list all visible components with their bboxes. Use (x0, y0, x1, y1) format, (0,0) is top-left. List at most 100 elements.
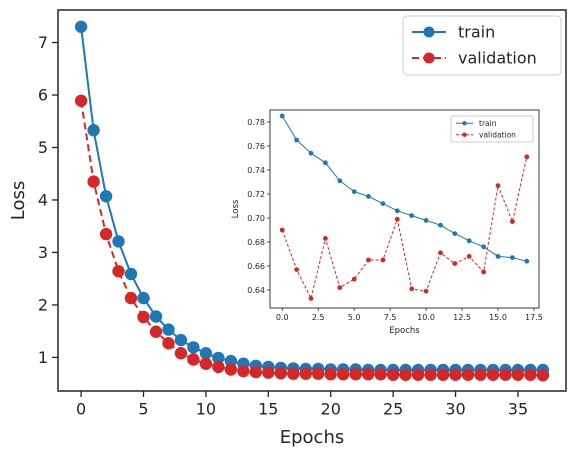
main-data-point-train (99, 190, 113, 203)
inset-y-tick-label: 0.74 (247, 166, 265, 175)
main-data-point-validation (287, 367, 300, 380)
inset-legend-marker-train (462, 121, 467, 126)
main-data-point-validation (99, 227, 113, 241)
inset-y-tick-label: 0.78 (247, 118, 265, 127)
inset-chart-group: 0.0 2.5 5.0 7.5 10.0 12.5 15.0 17.5 0.64 0.66 0.68… (231, 109, 543, 336)
inset-data-point-train (481, 244, 486, 250)
main-data-point-validation (449, 368, 462, 381)
inset-data-point-validation (279, 227, 285, 233)
inset-data-point-train (438, 222, 443, 228)
main-x-axis-label: Epochs (280, 427, 345, 447)
main-data-point-validation (499, 368, 512, 381)
main-data-point-validation (187, 353, 200, 366)
inset-data-point-validation (524, 154, 530, 160)
inset-y-tick-label: 0.76 (247, 142, 265, 151)
inset-data-point-validation (510, 219, 515, 225)
inset-data-point-validation (351, 276, 357, 282)
inset-y-tick-label: 0.64 (247, 286, 265, 295)
main-data-point-validation (399, 368, 412, 381)
main-data-point-validation (237, 364, 250, 378)
inset-data-point-train (323, 160, 328, 166)
main-data-point-train (174, 333, 188, 347)
inset-data-point-train (279, 113, 285, 119)
inset-series-line-train (281, 115, 527, 262)
main-y-tick-label: 4 (38, 191, 48, 210)
main-y-tick-label: 5 (38, 138, 48, 157)
main-x-tick-label: 15 (258, 400, 278, 419)
main-data-point-validation (224, 363, 238, 376)
inset-y-tick-label: 0.72 (247, 190, 265, 199)
main-data-point-validation (436, 368, 450, 381)
inset-x-tick-label: 5.0 (348, 313, 361, 322)
inset-data-point-train (495, 254, 501, 259)
main-y-tick-label: 3 (38, 243, 48, 262)
main-data-point-validation (349, 368, 362, 381)
main-data-point-validation (386, 368, 400, 381)
inset-data-point-train (452, 231, 458, 237)
inset-legend-box (450, 115, 534, 143)
main-legend-marker-validation (423, 52, 435, 64)
main-data-point-validation (299, 367, 312, 380)
main-data-point-train (74, 20, 88, 33)
main-y-axis-label: Loss (8, 181, 29, 220)
main-legend-box (402, 15, 562, 76)
main-data-point-validation (337, 368, 350, 381)
inset-data-point-validation (423, 288, 429, 294)
main-data-point-validation (262, 366, 275, 379)
main-data-point-train (87, 124, 100, 137)
inset-y-tick-label: 0.70 (247, 214, 265, 223)
inset-data-point-train (409, 213, 415, 219)
inset-data-point-train (294, 137, 299, 143)
inset-x-tick-label: 10.0 (417, 313, 435, 322)
inset-legend-label-train: train (479, 119, 497, 128)
main-data-point-validation (374, 368, 387, 381)
main-x-tick-label: 30 (445, 400, 465, 419)
main-data-point-validation (461, 368, 475, 381)
main-data-point-validation (174, 347, 188, 360)
main-data-point-train (112, 235, 125, 248)
inset-legend-label-validation: validation (479, 130, 516, 139)
inset-data-point-train (524, 258, 530, 264)
main-data-point-validation (524, 368, 537, 381)
main-data-point-validation (249, 365, 262, 379)
inset-y-axis-label: Loss (231, 199, 241, 218)
main-x-tick-label: 5 (138, 400, 148, 419)
inset-data-point-train (337, 178, 343, 184)
inset-x-tick-label: 0.0 (276, 313, 289, 322)
inset-data-point-validation (380, 257, 386, 263)
main-x-tick-label: 0 (76, 400, 86, 419)
inset-y-tick-label: 0.68 (247, 238, 265, 247)
inset-data-point-validation (481, 269, 486, 275)
inset-data-point-train (380, 201, 386, 207)
main-y-tick-label: 2 (38, 296, 48, 315)
main-data-point-validation (424, 368, 437, 381)
main-data-point-validation (124, 291, 138, 305)
inset-data-point-validation (294, 267, 299, 272)
main-data-point-train (149, 310, 163, 323)
inset-legend-marker-validation (462, 132, 467, 137)
inset-data-point-train (423, 218, 429, 223)
inset-x-tick-label: 2.5 (312, 313, 325, 322)
inset-data-point-train (466, 238, 472, 244)
inset-data-point-train (308, 150, 314, 156)
main-data-point-train (199, 347, 213, 360)
main-data-point-validation (112, 265, 125, 278)
main-data-point-validation (511, 368, 525, 381)
inset-data-point-validation (452, 261, 458, 266)
inset-data-point-validation (495, 183, 501, 189)
main-legend-marker-train (423, 26, 435, 38)
inset-series-line-validation (281, 156, 528, 300)
main-data-point-validation (411, 368, 425, 381)
main-data-point-validation (324, 368, 337, 381)
inset-y-tick-label: 0.66 (247, 262, 265, 271)
inset-data-point-train (351, 189, 357, 195)
main-data-point-validation (362, 368, 375, 381)
main-data-point-validation (274, 367, 287, 380)
inset-x-axis-label: Epochs (389, 326, 420, 336)
inset-data-point-validation (394, 216, 400, 222)
main-data-point-train (124, 267, 138, 281)
main-data-point-validation (74, 94, 88, 108)
main-legend-label-validation: validation (458, 49, 537, 68)
inset-data-point-validation (337, 285, 343, 290)
